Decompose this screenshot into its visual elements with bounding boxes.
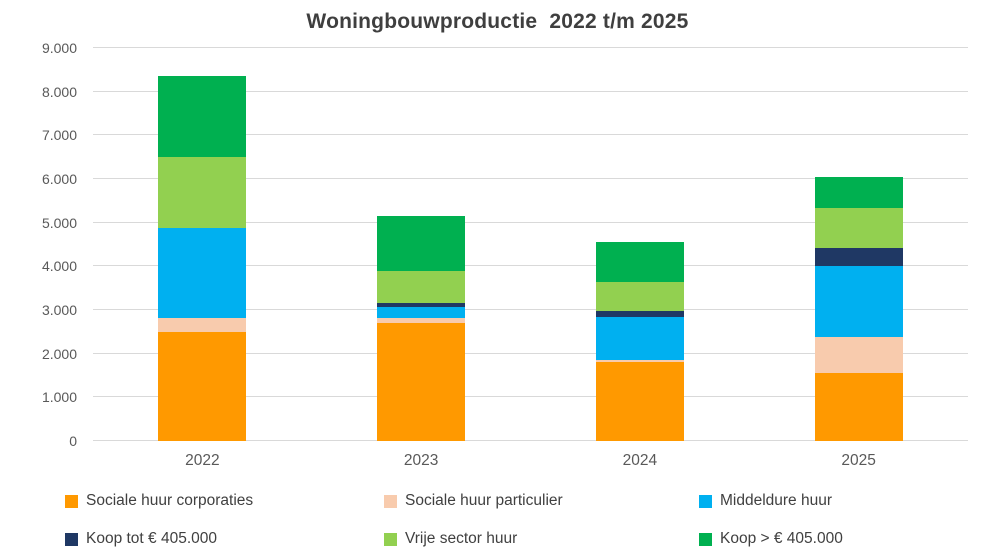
bars-container (93, 48, 968, 441)
gridline (93, 178, 968, 180)
bar-segment (595, 362, 684, 441)
chart-title: Woningbouwproductie 2022 t/m 2025 (306, 10, 689, 33)
bar-segment (814, 337, 903, 373)
gridline (93, 352, 968, 354)
bar-segment (814, 177, 903, 209)
gridline (93, 134, 968, 136)
bar-segment (158, 75, 247, 157)
legend-swatch-icon (384, 532, 397, 546)
legend-item: Koop tot € 405.000 (65, 530, 217, 548)
y-tick-label: 1.000 (41, 389, 77, 406)
bar-segment (814, 248, 903, 266)
bar-segment (814, 208, 903, 249)
legend-item: Koop > € 405.000 (699, 530, 843, 548)
gridline (93, 221, 968, 223)
bar-2025 (814, 48, 903, 441)
legend-label: Koop > € 405.000 (720, 530, 843, 547)
y-tick-label: 7.000 (41, 127, 77, 144)
bar-segment (158, 317, 247, 332)
legend-label: Sociale huur particulier (405, 492, 563, 509)
plot-area (93, 47, 968, 441)
legend-label: Middeldure huur (720, 492, 833, 509)
legend-swatch-icon (65, 532, 78, 546)
x-tick-label: 2024 (622, 452, 658, 469)
legend-label: Sociale huur corporaties (86, 492, 254, 509)
y-tick-label: 2.000 (41, 345, 77, 362)
y-tick-label: 0 (69, 433, 77, 449)
bar-segment (814, 372, 903, 441)
bar-segment (595, 360, 684, 363)
legend: Sociale huur corporaties Sociale huur par… (0, 492, 995, 560)
bar-segment (595, 316, 684, 361)
y-tick-label: 9.000 (41, 40, 77, 56)
bar-segment (158, 227, 247, 318)
y-tick-label: 6.000 (41, 171, 77, 188)
legend-swatch-icon (384, 494, 397, 508)
bar-segment (377, 317, 466, 324)
bar-segment (377, 216, 466, 271)
bar-2024 (595, 48, 684, 441)
legend-item: Middeldure huur (699, 492, 832, 510)
bar-segment (158, 156, 247, 228)
bar-segment (377, 323, 466, 441)
bar-segment (377, 306, 466, 318)
y-tick-label: 4.000 (41, 258, 77, 275)
gridline (93, 47, 968, 48)
legend-label: Vrije sector huur (405, 530, 518, 547)
gridline (93, 265, 968, 267)
bar-segment (595, 311, 684, 317)
legend-item: Sociale huur particulier (384, 492, 563, 510)
bar-2023 (377, 48, 466, 441)
x-axis-line (93, 440, 968, 441)
gridline (93, 396, 968, 398)
x-tick-label: 2023 (403, 452, 439, 469)
gridline (93, 90, 968, 92)
y-tick-label: 8.000 (41, 83, 77, 100)
legend-swatch-icon (65, 494, 78, 508)
bar-segment (595, 282, 684, 312)
bar-segment (814, 265, 903, 338)
bar-2022 (158, 48, 247, 441)
bar-segment (158, 331, 247, 441)
y-tick-label: 5.000 (41, 214, 77, 231)
legend-swatch-icon (699, 532, 712, 546)
bar-segment (377, 303, 466, 307)
legend-item: Vrije sector huur (384, 530, 517, 548)
legend-label: Koop tot € 405.000 (86, 530, 218, 547)
x-tick-label: 2022 (185, 452, 220, 469)
legend-swatch-icon (699, 494, 712, 508)
legend-item: Sociale huur corporaties (65, 492, 253, 510)
y-axis-labels: 0 1.000 2.000 3.000 4.000 5.000 6.000 7.000 8.00… (0, 41, 85, 448)
x-tick-label: 2025 (841, 452, 876, 469)
gridline (93, 309, 968, 311)
bar-segment (377, 270, 466, 304)
bar-segment (595, 242, 684, 283)
y-tick-label: 3.000 (41, 302, 77, 319)
x-axis-labels: 2022 2023 2024 2025 (93, 452, 968, 474)
